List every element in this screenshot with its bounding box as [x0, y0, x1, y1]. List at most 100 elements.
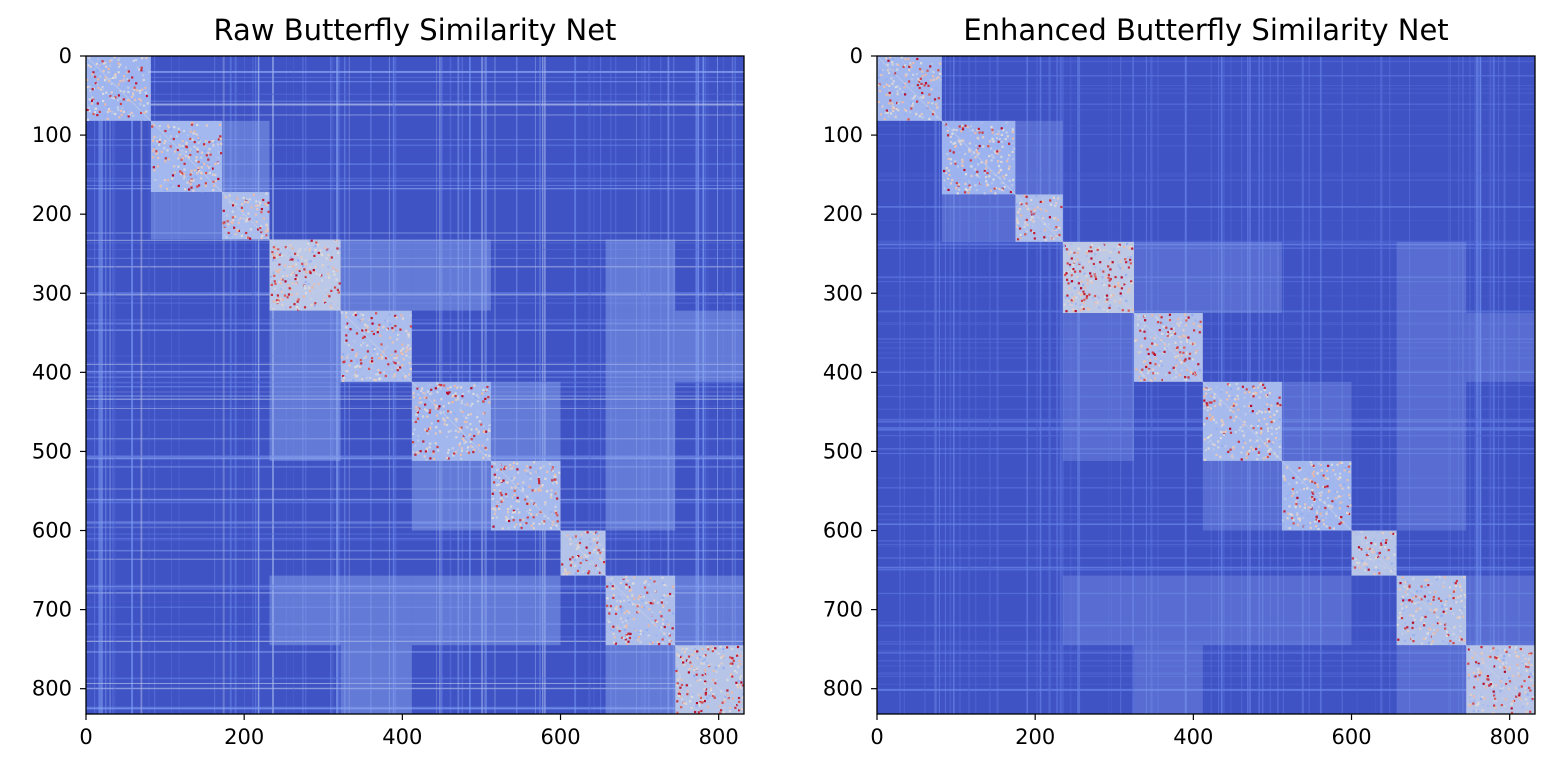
raw-cluster-speckle	[184, 188, 187, 191]
enhanced-cluster-speckle	[1275, 427, 1278, 431]
raw-cluster-speckle	[265, 192, 268, 195]
enhanced-cluster-speckle	[1175, 349, 1178, 352]
raw-cluster-speckle	[737, 665, 740, 668]
raw-cluster-speckle	[498, 483, 501, 486]
raw-cluster-speckle	[660, 601, 663, 604]
raw-cluster-speckle	[342, 379, 345, 382]
enhanced-cluster-speckle	[983, 192, 986, 195]
raw-cluster-speckle	[277, 299, 280, 302]
enhanced-cluster-speckle	[991, 137, 994, 140]
raw-cluster-speckle	[371, 366, 374, 369]
enhanced-cluster-speckle	[968, 129, 971, 132]
raw-cluster-speckle	[477, 395, 480, 399]
raw-cluster-speckle	[644, 601, 648, 604]
enhanced-cluster-speckle	[1463, 576, 1466, 579]
enhanced-streak-col	[1026, 56, 1029, 714]
raw-cluster-speckle	[705, 662, 708, 665]
enhanced-cluster-speckle	[915, 95, 918, 98]
raw-cluster-speckle	[679, 695, 682, 698]
raw-cluster-speckle	[524, 469, 527, 472]
raw-cluster-speckle	[455, 446, 458, 449]
raw-streak-row	[86, 539, 744, 541]
raw-cluster-speckle	[193, 145, 196, 148]
raw-cluster-speckle	[305, 271, 308, 274]
enhanced-cluster-speckle	[1379, 546, 1382, 549]
enhanced-cluster-speckle	[1372, 568, 1375, 571]
enhanced-cluster-speckle	[1013, 147, 1016, 150]
raw-cluster-speckle	[295, 274, 298, 277]
enhanced-cluster-speckle	[1495, 684, 1498, 687]
enhanced-cluster-speckle	[1481, 695, 1484, 698]
enhanced-cluster-speckle	[890, 102, 893, 105]
raw-cluster-speckle	[364, 355, 368, 358]
enhanced-streak-row	[877, 688, 1535, 691]
raw-cluster-speckle	[236, 197, 239, 200]
raw-cluster-speckle	[361, 318, 364, 321]
enhanced-cluster-speckle	[1357, 546, 1361, 549]
enhanced-cluster-speckle	[992, 178, 995, 181]
raw-cluster-speckle	[98, 110, 101, 113]
enhanced-cluster-speckle	[1143, 337, 1147, 340]
enhanced-cluster-speckle	[1215, 453, 1218, 457]
raw-streak-row	[86, 257, 744, 259]
raw-cluster-speckle	[592, 539, 596, 542]
enhanced-cluster-speckle	[1493, 704, 1496, 707]
enhanced-cluster-speckle	[1335, 476, 1338, 479]
raw-streak-col	[272, 56, 274, 714]
raw-cluster-speckle	[364, 324, 367, 327]
raw-cluster-speckle	[337, 251, 340, 254]
enhanced-cluster-speckle	[1217, 411, 1220, 414]
enhanced-diagonal	[1351, 530, 1397, 576]
enhanced-cluster-speckle	[1385, 539, 1388, 542]
enhanced-cluster-speckle	[1197, 324, 1200, 327]
raw-cluster-speckle	[624, 628, 627, 632]
enhanced-cluster-speckle	[1102, 270, 1105, 273]
raw-cluster-speckle	[736, 654, 739, 657]
raw-cluster-speckle	[658, 643, 661, 646]
enhanced-cluster-speckle	[1210, 401, 1213, 404]
raw-cluster-speckle	[608, 608, 611, 611]
enhanced-offdiag-block	[1466, 313, 1535, 382]
raw-cluster-speckle	[443, 410, 446, 413]
raw-cluster-speckle	[712, 693, 715, 696]
enhanced-cluster-speckle	[1188, 352, 1192, 355]
enhanced-streak-col	[1341, 56, 1343, 714]
enhanced-cluster-speckle	[1090, 275, 1093, 278]
raw-cluster-speckle	[460, 399, 463, 402]
raw-cluster-speckle	[538, 480, 541, 483]
enhanced-cluster-speckle	[1215, 421, 1218, 424]
raw-cluster-speckle	[128, 113, 131, 117]
raw-cluster-speckle	[204, 140, 208, 143]
raw-cluster-speckle	[289, 265, 292, 268]
enhanced-cluster-speckle	[905, 109, 908, 112]
raw-cluster-speckle	[729, 664, 733, 667]
raw-cluster-speckle	[675, 670, 678, 673]
raw-cluster-speckle	[656, 620, 659, 623]
enhanced-cluster-speckle	[1374, 568, 1377, 571]
enhanced-streak-col	[996, 56, 999, 714]
raw-cluster-speckle	[217, 179, 220, 182]
enhanced-cluster-speckle	[1142, 374, 1145, 377]
raw-cluster-speckle	[155, 152, 158, 155]
raw-cluster-speckle	[455, 436, 458, 439]
enhanced-cluster-speckle	[1476, 678, 1479, 681]
raw-cluster-speckle	[276, 300, 279, 303]
enhanced-cluster-speckle	[1400, 603, 1403, 606]
enhanced-y-tick-label: 400	[823, 360, 863, 384]
enhanced-cluster-speckle	[1387, 549, 1390, 552]
enhanced-cluster-speckle	[908, 65, 911, 68]
enhanced-cluster-speckle	[1426, 631, 1429, 635]
enhanced-cluster-speckle	[1143, 378, 1146, 381]
enhanced-cluster-speckle	[992, 156, 995, 159]
enhanced-cluster-speckle	[1094, 294, 1097, 298]
enhanced-cluster-speckle	[1184, 378, 1187, 381]
raw-cluster-speckle	[141, 74, 145, 77]
enhanced-cluster-speckle	[895, 65, 898, 68]
raw-cluster-speckle	[574, 572, 577, 575]
raw-cluster-speckle	[446, 456, 449, 460]
raw-cluster-speckle	[662, 605, 665, 608]
raw-streak-col	[348, 56, 350, 714]
raw-streak-col	[109, 56, 111, 714]
raw-cluster-speckle	[401, 343, 404, 346]
enhanced-cluster-speckle	[1168, 319, 1171, 322]
